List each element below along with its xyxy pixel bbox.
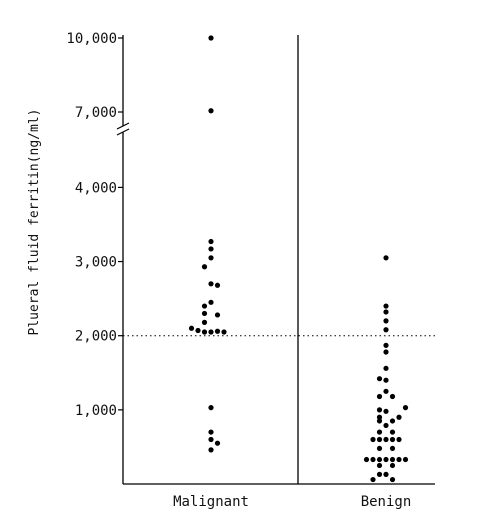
y-axis-title: Plueral fluid ferritin(ng/ml) [27,109,42,336]
benign-data-point [383,318,389,324]
benign-data-point [376,429,383,435]
benign-data-point [383,456,389,463]
benign-data-point [383,327,389,333]
benign-data-point [402,405,409,411]
y-tick-label: 1,000 [75,403,117,419]
malignant-data-point [214,312,221,318]
benign-data-point [376,407,383,413]
malignant-data-point [201,310,208,317]
malignant-data-point [208,405,214,411]
benign-data-point [389,462,396,469]
benign-data-point [370,476,376,483]
benign-data-point [376,445,383,452]
benign-data-point [396,436,402,443]
benign-data-point [376,436,383,443]
malignant-data-point [208,447,214,453]
malignant-data-point [208,429,214,435]
benign-data-point [389,456,396,463]
y-ticks: 1,000 2,000 3,000 4,000 7,000 10,000 [66,31,123,419]
y-tick-label: 2,000 [75,329,117,345]
malignant-data-point [208,108,214,114]
benign-data-point [402,456,409,463]
malignant-data-point [214,282,221,288]
malignant-data-point [201,303,208,309]
y-tick-label: 3,000 [75,255,117,271]
axes [116,35,435,485]
benign-data-point [396,456,402,463]
benign-data-point [370,456,376,463]
benign-data-point [383,471,389,477]
malignant-data-point [208,255,214,261]
malignant-data-point [201,329,208,335]
benign-data-point [383,365,389,371]
benign-data-point [389,476,396,483]
benign-data-point [389,429,396,435]
malignant-data-point [208,246,214,252]
y-tick-label: 4,000 [75,180,117,196]
benign-data-point [389,418,396,424]
malignant-data-point [208,281,214,287]
benign-data-point [383,408,389,414]
benign-data-point [396,414,402,420]
malignant-data-point [201,264,208,270]
malignant-data-point [195,327,201,334]
benign-data-point [383,422,389,429]
data-points [188,35,409,483]
category-labels: Malignant Benign [173,494,411,510]
malignant-data-point [208,329,214,335]
benign-data-point [376,456,383,463]
benign-data-point [363,456,370,463]
benign-data-point [376,376,383,382]
category-label-malignant: Malignant [173,494,249,510]
malignant-data-point [208,436,214,443]
malignant-data-point [208,35,214,41]
benign-data-point [383,255,389,261]
malignant-data-point [214,440,221,446]
benign-data-point [376,418,383,424]
benign-data-point [383,303,389,309]
benign-data-point [383,436,389,443]
benign-data-point [370,436,376,443]
benign-data-point [383,342,389,348]
benign-data-point [389,436,396,443]
y-tick-label: 10,000 [66,31,117,47]
malignant-data-point [214,328,221,334]
malignant-data-point [221,329,227,335]
benign-data-point [376,393,383,400]
malignant-data-point [188,325,195,331]
benign-data-point [389,393,396,400]
benign-data-point [383,388,389,394]
category-label-benign: Benign [361,494,412,510]
benign-data-point [376,462,383,469]
benign-data-point [389,445,396,452]
benign-data-point [376,414,383,420]
benign-data-point [376,471,383,477]
benign-data-point [383,377,389,383]
axis-break-mark [116,128,130,136]
axis-break-mark [116,122,130,130]
malignant-data-point [201,319,208,325]
y-tick-label: 7,000 [75,105,117,121]
benign-data-point [383,309,389,315]
benign-data-point [383,349,389,355]
malignant-data-point [208,238,214,245]
malignant-data-point [208,299,214,305]
